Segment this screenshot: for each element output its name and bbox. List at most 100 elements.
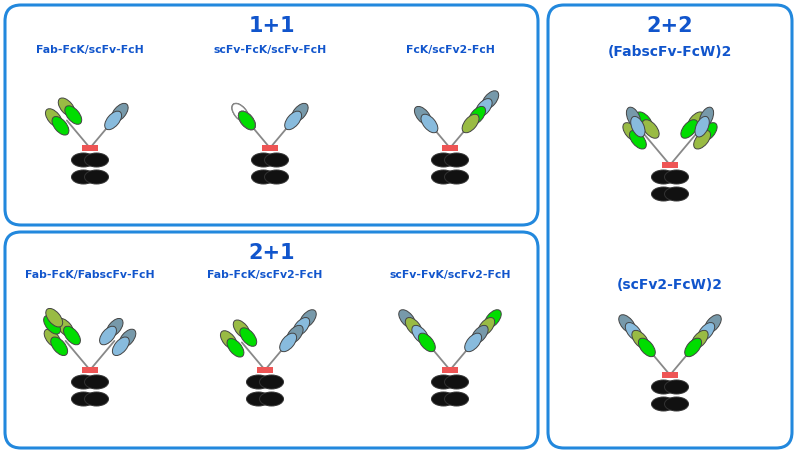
Text: 2+2: 2+2: [646, 16, 694, 36]
Ellipse shape: [293, 318, 310, 336]
Bar: [257, 367, 273, 373]
Ellipse shape: [626, 107, 641, 128]
Ellipse shape: [234, 320, 250, 338]
Text: (scFv2-FcW)2: (scFv2-FcW)2: [617, 278, 723, 292]
Ellipse shape: [291, 103, 308, 122]
Ellipse shape: [246, 392, 270, 406]
Ellipse shape: [618, 315, 636, 333]
Ellipse shape: [700, 123, 717, 141]
Ellipse shape: [106, 318, 123, 337]
Bar: [82, 145, 98, 151]
Bar: [82, 367, 98, 373]
Ellipse shape: [99, 326, 117, 345]
Ellipse shape: [445, 392, 469, 406]
Ellipse shape: [691, 330, 708, 349]
Ellipse shape: [636, 112, 653, 130]
Ellipse shape: [85, 170, 109, 184]
Ellipse shape: [44, 316, 61, 334]
Ellipse shape: [44, 329, 61, 348]
Ellipse shape: [398, 310, 416, 328]
Text: Fab-FcK/scFv2-FcH: Fab-FcK/scFv2-FcH: [207, 270, 322, 280]
Ellipse shape: [251, 170, 275, 184]
Ellipse shape: [665, 187, 689, 201]
Ellipse shape: [71, 392, 95, 406]
Text: 2+1: 2+1: [249, 243, 295, 263]
Bar: [442, 145, 458, 151]
Ellipse shape: [65, 106, 82, 124]
Ellipse shape: [406, 318, 422, 336]
Ellipse shape: [630, 130, 646, 149]
Ellipse shape: [642, 120, 659, 138]
Ellipse shape: [50, 337, 68, 356]
Ellipse shape: [232, 103, 249, 122]
Ellipse shape: [286, 325, 303, 344]
Ellipse shape: [240, 328, 257, 346]
Ellipse shape: [238, 111, 255, 130]
Ellipse shape: [665, 380, 689, 394]
Bar: [662, 162, 678, 168]
Ellipse shape: [469, 106, 486, 125]
Ellipse shape: [638, 338, 655, 357]
Ellipse shape: [687, 112, 704, 130]
Ellipse shape: [665, 397, 689, 411]
FancyBboxPatch shape: [5, 232, 538, 448]
Ellipse shape: [665, 170, 689, 184]
Ellipse shape: [694, 130, 710, 149]
Ellipse shape: [46, 109, 62, 127]
Text: 1+1: 1+1: [249, 16, 295, 36]
Ellipse shape: [630, 116, 645, 137]
Ellipse shape: [251, 153, 275, 167]
Ellipse shape: [698, 323, 714, 341]
Ellipse shape: [478, 318, 494, 336]
Ellipse shape: [71, 153, 95, 167]
Ellipse shape: [238, 111, 255, 130]
Ellipse shape: [471, 325, 488, 344]
Ellipse shape: [462, 114, 479, 133]
Ellipse shape: [632, 330, 649, 349]
Ellipse shape: [414, 106, 431, 125]
Ellipse shape: [227, 338, 244, 357]
Ellipse shape: [111, 103, 128, 122]
Ellipse shape: [63, 326, 81, 345]
FancyBboxPatch shape: [5, 5, 538, 225]
Ellipse shape: [651, 380, 675, 394]
Ellipse shape: [259, 392, 283, 406]
Ellipse shape: [71, 375, 95, 389]
Ellipse shape: [119, 329, 136, 348]
Ellipse shape: [484, 310, 502, 328]
Ellipse shape: [52, 116, 69, 135]
Ellipse shape: [71, 170, 95, 184]
Ellipse shape: [265, 170, 289, 184]
Ellipse shape: [445, 375, 469, 389]
Ellipse shape: [299, 310, 316, 328]
Ellipse shape: [685, 338, 702, 357]
Ellipse shape: [221, 331, 238, 349]
Ellipse shape: [431, 170, 455, 184]
Text: scFv-FvK/scFv2-FcH: scFv-FvK/scFv2-FcH: [390, 270, 510, 280]
Ellipse shape: [85, 375, 109, 389]
Ellipse shape: [58, 98, 75, 116]
Ellipse shape: [280, 333, 297, 352]
Ellipse shape: [431, 153, 455, 167]
Ellipse shape: [259, 375, 283, 389]
Ellipse shape: [445, 170, 469, 184]
Ellipse shape: [431, 392, 455, 406]
Ellipse shape: [238, 111, 255, 130]
Ellipse shape: [704, 315, 722, 333]
Ellipse shape: [421, 114, 438, 133]
Ellipse shape: [85, 392, 109, 406]
Ellipse shape: [651, 187, 675, 201]
Ellipse shape: [465, 333, 482, 352]
Text: scFv-FcK/scFv-FcH: scFv-FcK/scFv-FcH: [214, 45, 326, 55]
Ellipse shape: [695, 116, 710, 137]
Ellipse shape: [623, 123, 640, 141]
FancyBboxPatch shape: [548, 5, 792, 448]
Ellipse shape: [475, 99, 492, 117]
Bar: [442, 367, 458, 373]
Ellipse shape: [626, 323, 642, 341]
Ellipse shape: [285, 111, 302, 130]
Ellipse shape: [418, 333, 435, 352]
Bar: [662, 372, 678, 378]
Ellipse shape: [232, 103, 249, 122]
Ellipse shape: [412, 325, 429, 344]
